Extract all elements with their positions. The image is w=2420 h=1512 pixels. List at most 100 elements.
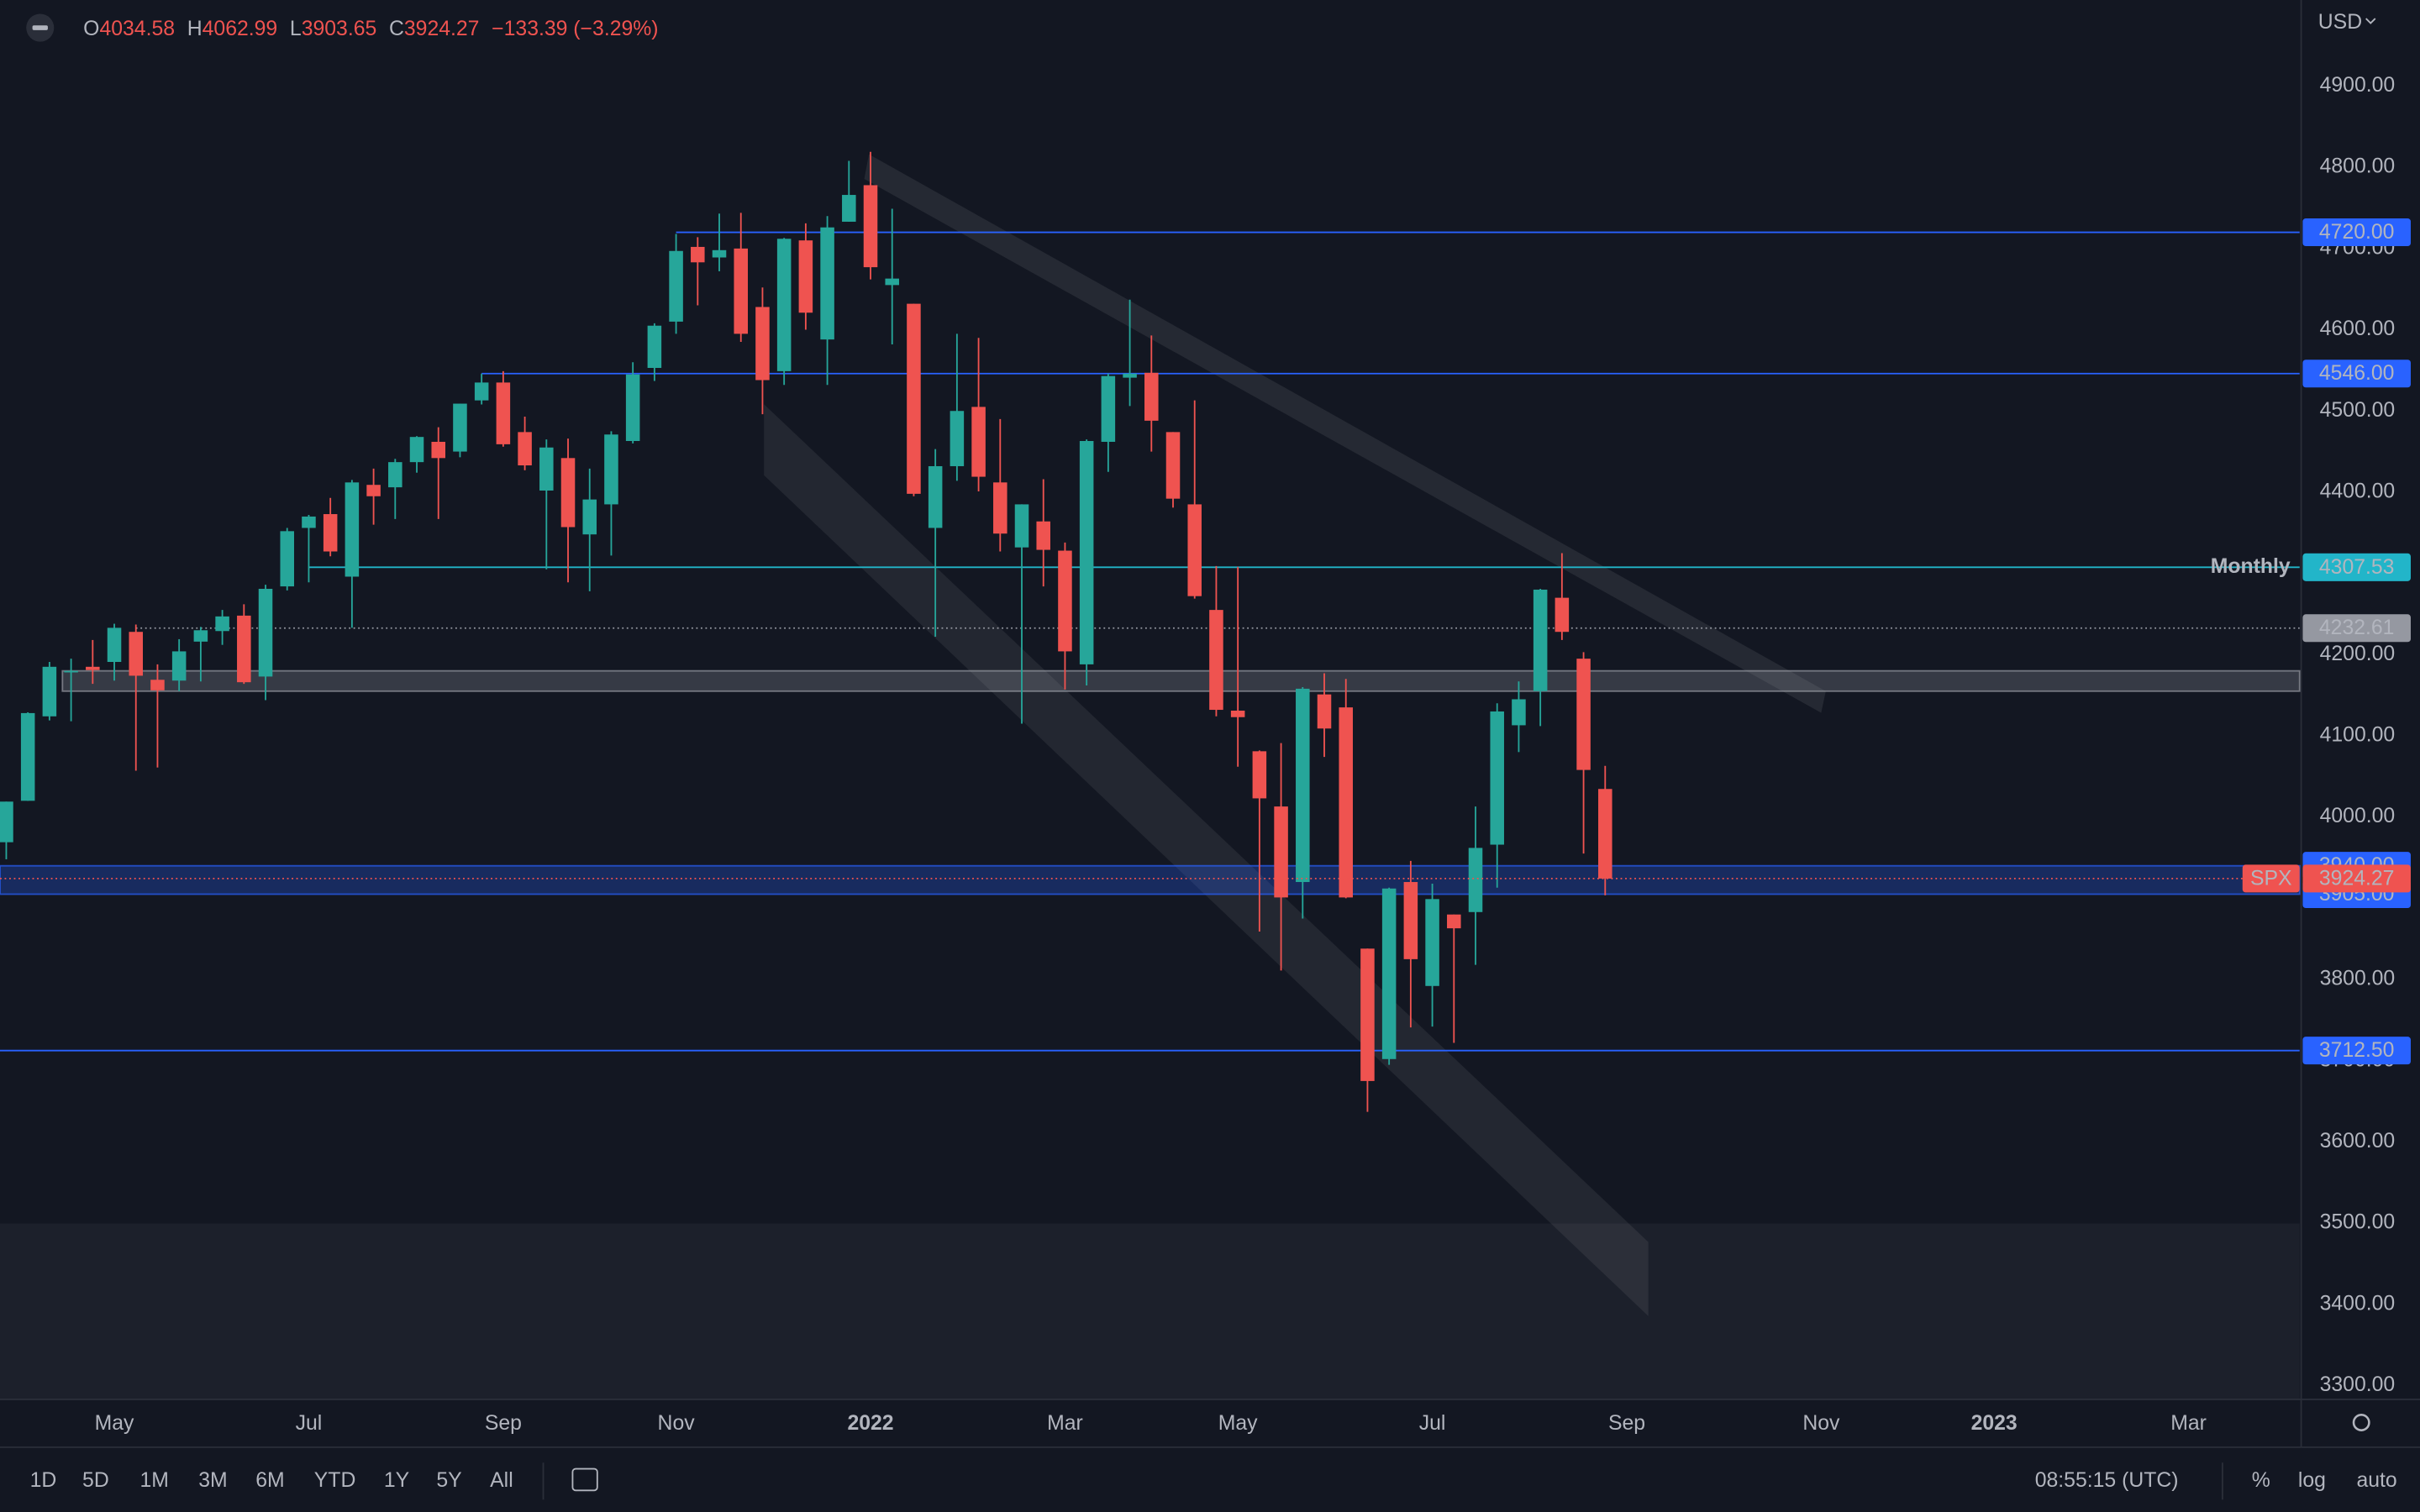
candle-body (1274, 806, 1288, 898)
collapse-icon (32, 25, 48, 30)
candle-body (323, 514, 338, 552)
channel (864, 154, 1826, 713)
y-tick-label: 4600.00 (2320, 318, 2396, 340)
x-tick-label: Nov (1802, 1412, 1840, 1435)
level-tag: 4232.61 (2319, 617, 2395, 639)
currency-caret (2365, 18, 2376, 24)
candle-body (820, 227, 834, 340)
candle-body (1381, 888, 1397, 1059)
ohlc-value: 4062.99 (203, 17, 278, 39)
range-button[interactable]: 1M (139, 1469, 168, 1492)
level-tag: 4720.00 (2319, 221, 2395, 244)
candle-body (1101, 375, 1116, 442)
candle-body (907, 303, 921, 494)
candle-body (1576, 659, 1591, 770)
candle-body (0, 801, 13, 843)
x-tick-label: 2022 (847, 1412, 893, 1435)
candle-body (388, 462, 402, 488)
candle-body (647, 325, 662, 368)
range-button[interactable]: 3M (198, 1469, 227, 1492)
candle-body (776, 239, 792, 371)
level-tag: 4546.00 (2319, 362, 2395, 385)
y-tick-label: 3400.00 (2320, 1292, 2396, 1315)
candle-body (604, 434, 618, 505)
level-tag-bg (2302, 553, 2411, 581)
range-button[interactable]: 1Y (384, 1469, 409, 1492)
last-price-tag-bg (2302, 864, 2411, 893)
scale-option[interactable]: auto (2356, 1469, 2396, 1492)
candle-body (863, 185, 878, 268)
candle-body (431, 441, 446, 459)
range-area (0, 1223, 2300, 1399)
candle-body (1598, 789, 1612, 879)
clock: 08:55:15 (UTC) (2035, 1469, 2179, 1492)
candle-body (1252, 751, 1267, 799)
x-tick-label: May (95, 1412, 134, 1435)
candle-body (993, 482, 1007, 534)
scale-option[interactable]: log (2298, 1469, 2326, 1492)
candle-body (64, 670, 78, 673)
ohlc-key: H (187, 17, 203, 39)
candle-body (1014, 504, 1029, 548)
candle-body (734, 248, 748, 334)
y-tick-label: 3500.00 (2320, 1211, 2396, 1234)
x-tick-label: Sep (485, 1412, 522, 1435)
candle-body (1360, 948, 1375, 1081)
candle-body (453, 403, 467, 452)
candle-body (798, 240, 813, 313)
candle-body (474, 382, 489, 401)
range-button[interactable]: 5Y (436, 1469, 461, 1492)
candle-body (237, 615, 251, 683)
candle-body (1533, 589, 1548, 691)
candle-body (885, 278, 899, 286)
level-tag-bg (2302, 614, 2411, 643)
y-tick-label: 4000.00 (2320, 805, 2396, 827)
x-tick-label: Mar (1047, 1412, 1083, 1435)
range-button[interactable]: All (490, 1469, 513, 1492)
candle-body (1403, 882, 1418, 959)
date-range-icon[interactable] (571, 1467, 598, 1492)
range-button[interactable]: 6M (255, 1469, 284, 1492)
candle-body (582, 499, 597, 535)
y-tick-label: 3300.00 (2320, 1373, 2396, 1396)
symbol-tag: SPX (2250, 867, 2292, 890)
candle-body (193, 630, 208, 642)
channel (764, 404, 1649, 1316)
x-tick-label: Nov (658, 1412, 696, 1435)
candle-body (258, 588, 273, 677)
candle-body (1490, 711, 1504, 845)
currency[interactable]: USD (2318, 11, 2362, 34)
settings-icon[interactable] (2352, 1414, 2370, 1431)
candle-body (280, 531, 295, 587)
ohlc-value: 3924.27 (404, 17, 480, 39)
range-button[interactable]: 1D (30, 1469, 57, 1492)
range-button[interactable]: YTD (314, 1469, 356, 1492)
candle-body (150, 680, 165, 690)
range-button[interactable]: 5D (82, 1469, 109, 1492)
candle-body (1339, 707, 1353, 898)
candle-body (20, 712, 35, 801)
candle-body (1317, 694, 1332, 729)
candle-body (1123, 373, 1137, 378)
scale-option[interactable]: % (2252, 1469, 2270, 1492)
ohlc-key: O (83, 17, 99, 39)
ohlc-legend: O4034.58 H4062.99 L3903.65 C3924.27 −133.39 … (83, 17, 658, 39)
y-tick-label: 3800.00 (2320, 968, 2396, 990)
candle-body (842, 195, 856, 222)
candle-body (107, 627, 122, 662)
candle-body (496, 382, 511, 444)
zone (0, 864, 2301, 895)
candle-body (1230, 711, 1245, 717)
candle-body (345, 482, 360, 577)
level-tag-bg (2302, 218, 2411, 247)
candle-body (302, 516, 316, 528)
candle-body (1058, 550, 1072, 652)
x-tick-label: 2023 (1971, 1412, 2018, 1435)
candle-body (1555, 597, 1570, 633)
candle-body (42, 666, 57, 717)
y-tick-label: 4500.00 (2320, 399, 2396, 422)
symbol-tag-bg (2242, 864, 2300, 893)
candle-body (1209, 610, 1223, 711)
